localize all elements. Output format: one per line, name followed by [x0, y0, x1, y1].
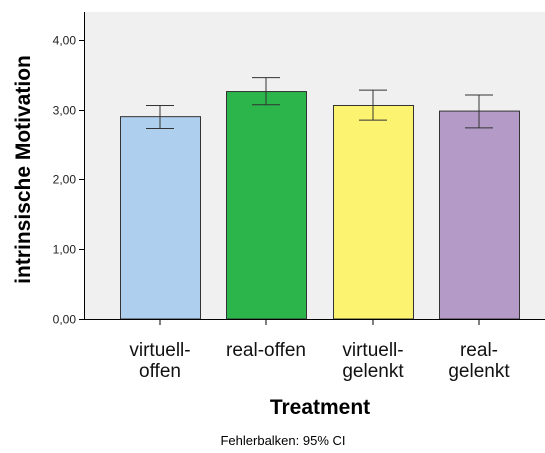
x-tick-label: virtuell-: [342, 340, 403, 361]
y-axis-title: intrinsische Motivation: [12, 55, 35, 284]
x-tick-label: gelenkt: [342, 361, 404, 382]
y-tick-label: 3,00: [53, 104, 77, 118]
x-axis-ticks: virtuell-offen real-offen virtuell-gelenkt…: [129, 319, 510, 382]
x-tick-label: offen: [139, 361, 181, 382]
bar: [439, 110, 520, 320]
x-axis-title: Treatment: [270, 396, 370, 419]
bar: [333, 104, 414, 320]
bar: [120, 116, 201, 320]
y-tick-label: 2,00: [53, 173, 77, 187]
y-tick-label: 1,00: [53, 243, 77, 257]
footnote: Fehlerbalken: 95% CI: [220, 433, 345, 448]
x-tick-label: real-: [460, 340, 498, 361]
y-axis-ticks: 0,00 1,00 2,00 3,00 4,00: [53, 34, 84, 327]
y-tick-label: 0,00: [53, 313, 77, 327]
bars: [120, 91, 520, 320]
x-tick-label: gelenkt: [448, 361, 510, 382]
x-tick-label: real-offen: [226, 340, 306, 361]
y-tick-label: 4,00: [53, 34, 77, 48]
x-tick-label: virtuell-: [129, 340, 190, 361]
error-bars: [146, 77, 493, 130]
bar: [226, 91, 307, 320]
